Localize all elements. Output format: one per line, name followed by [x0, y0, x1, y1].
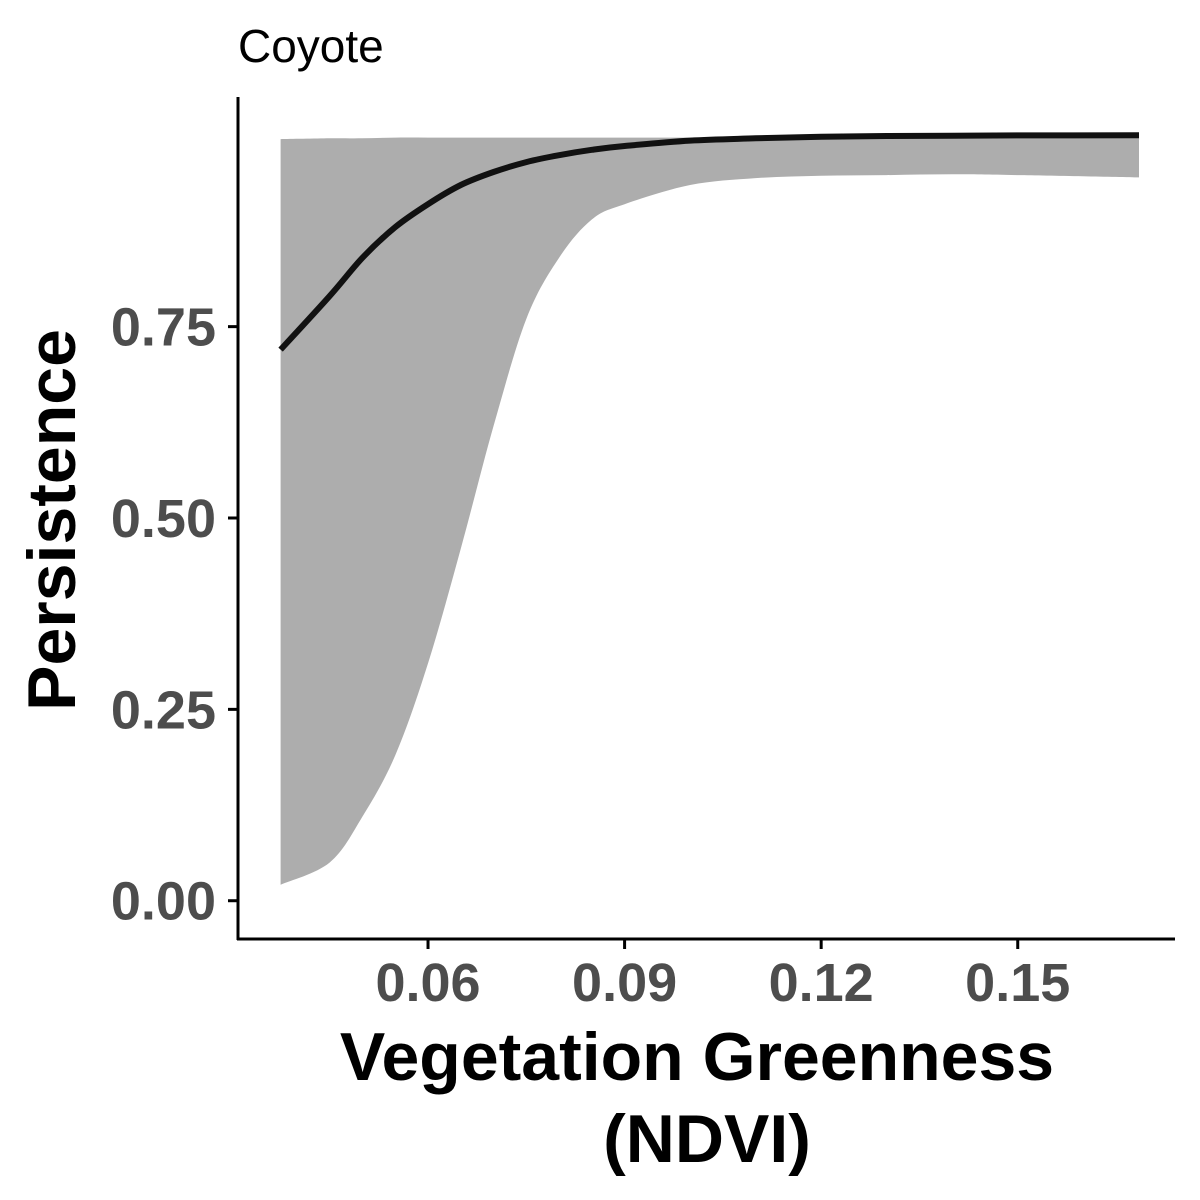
x-axis-ticks: 0.06 0.09 0.12 0.15 [375, 939, 1070, 1013]
y-tick-label: 0.25 [111, 680, 216, 740]
y-axis-ticks: 0.00 0.25 0.50 0.75 [111, 298, 238, 932]
chart-title: Coyote [238, 20, 384, 72]
y-tick-label: 0.00 [111, 872, 216, 932]
x-axis-title-line2: (NDVI) [603, 1101, 811, 1177]
y-tick-label: 0.50 [111, 489, 216, 549]
x-tick-label: 0.06 [375, 953, 480, 1013]
plot-area [278, 132, 1140, 885]
x-tick-label: 0.12 [769, 953, 874, 1013]
y-axis-title: Persistence [14, 329, 90, 711]
y-tick-label: 0.75 [111, 298, 216, 358]
x-tick-label: 0.15 [965, 953, 1070, 1013]
persistence-line [278, 132, 1140, 352]
confidence-ribbon [280, 137, 1140, 885]
x-tick-label: 0.09 [572, 953, 677, 1013]
x-axis-title-line1: Vegetation Greenness [340, 1019, 1054, 1095]
